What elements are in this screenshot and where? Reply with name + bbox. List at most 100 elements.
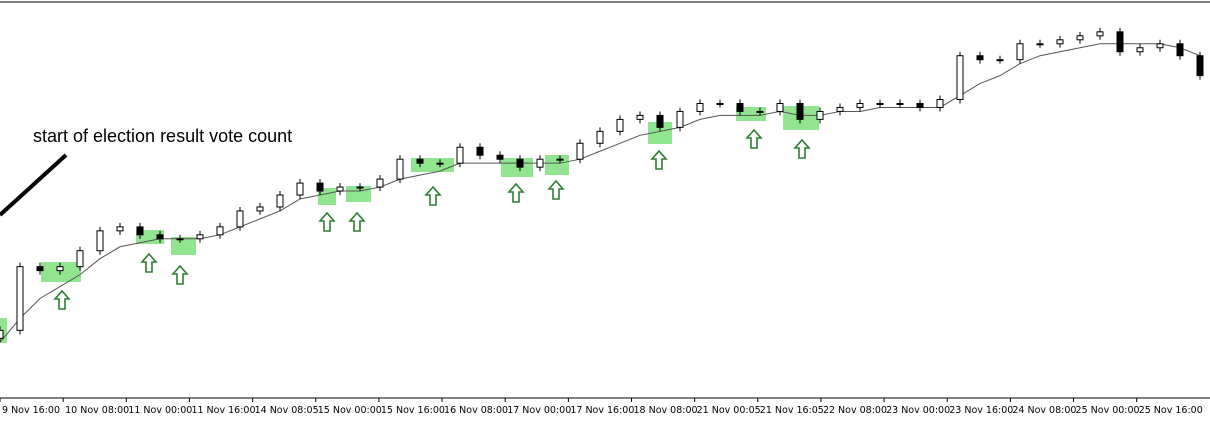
candle-body xyxy=(576,142,584,160)
x-tick-label: 9 Nov 16:00 xyxy=(2,405,60,416)
x-tick-label: 15 Nov 00:00 xyxy=(318,405,382,416)
x-tick-label: 17 Nov 00:00 xyxy=(507,405,571,416)
candle-body xyxy=(1056,39,1064,45)
x-tick-label: 25 Nov 16:00 xyxy=(1139,405,1203,416)
annotation-line xyxy=(0,153,68,217)
candle-body xyxy=(516,158,524,168)
arrow xyxy=(172,265,188,285)
x-tick-label: 15 Nov 16:00 xyxy=(381,405,445,416)
annotation: start of election result vote count xyxy=(33,126,292,146)
candle-body xyxy=(1176,43,1184,57)
candle-body xyxy=(896,102,904,105)
candle-body xyxy=(456,146,464,164)
candle-body xyxy=(1116,31,1124,53)
x-tick-label: 16 Nov 08:00 xyxy=(444,405,508,416)
candle-body xyxy=(1196,55,1204,77)
highlight xyxy=(545,155,569,175)
arrows xyxy=(54,129,810,310)
candle-body xyxy=(816,110,824,120)
candle-body xyxy=(536,158,544,168)
candle-body xyxy=(776,102,784,112)
candle-body xyxy=(616,118,624,132)
candle-body xyxy=(836,106,844,112)
x-tick-label: 21 Nov 00:05 xyxy=(697,405,761,416)
candle-body xyxy=(676,110,684,128)
candle-body xyxy=(36,266,44,272)
x-tick-label: 25 Nov 00:00 xyxy=(1076,405,1140,416)
arrow xyxy=(508,183,524,203)
candle-body xyxy=(396,158,404,180)
candle-body xyxy=(236,210,244,228)
x-tick-label: 22 Nov 08:00 xyxy=(823,405,887,416)
candle-body xyxy=(276,194,284,208)
candle-body xyxy=(416,158,424,164)
candle-body xyxy=(916,102,924,108)
x-tick-label: 21 Nov 16:05 xyxy=(760,405,824,416)
candle-body xyxy=(796,102,804,120)
candle-body xyxy=(976,55,984,61)
candle-body xyxy=(156,234,164,240)
candle-body xyxy=(1036,43,1044,46)
candle-body xyxy=(136,226,144,236)
x-tick-label: 17 Nov 16:00 xyxy=(570,405,634,416)
candle-body xyxy=(296,182,304,196)
arrow xyxy=(141,253,157,273)
candle-body xyxy=(1136,47,1144,53)
x-tick-label: 10 Nov 08:00 xyxy=(65,405,129,416)
candle-body xyxy=(1156,43,1164,49)
arrow xyxy=(651,150,667,170)
candle-body xyxy=(216,226,224,236)
candle-body xyxy=(56,266,64,272)
arrow xyxy=(319,212,335,232)
x-tick-label: 18 Nov 08:00 xyxy=(634,405,698,416)
candle-body xyxy=(656,114,664,128)
candle-body xyxy=(356,186,364,189)
arrow xyxy=(746,129,762,149)
candle-body xyxy=(496,154,504,160)
moving-average xyxy=(0,43,1201,343)
arrow xyxy=(425,186,441,206)
candle-body xyxy=(1076,35,1084,41)
candle-body xyxy=(1016,43,1024,61)
arrow xyxy=(794,139,810,159)
candle-body xyxy=(256,206,264,212)
candle-body xyxy=(336,186,344,192)
candle-body xyxy=(936,99,944,108)
candle-body xyxy=(476,146,484,156)
candle-body xyxy=(0,329,4,339)
candle-body xyxy=(76,250,84,268)
candle-body xyxy=(436,162,444,165)
candle-body xyxy=(856,102,864,108)
candle-body xyxy=(696,102,704,112)
arrow xyxy=(54,290,70,310)
candle-body xyxy=(1096,31,1104,37)
candle-body xyxy=(996,59,1004,62)
arrow xyxy=(349,212,365,232)
candle-body xyxy=(756,110,764,113)
candle-body xyxy=(716,102,724,105)
x-axis-labels: 9 Nov 16:00 10 Nov 08:00 11 Nov 00:00 11 No… xyxy=(0,398,1203,416)
candle-body xyxy=(176,238,184,241)
candle-body xyxy=(16,266,24,331)
candle-body xyxy=(116,226,124,232)
highlight xyxy=(648,122,672,144)
highlight xyxy=(41,262,81,282)
arrow xyxy=(548,180,564,200)
candle-body xyxy=(196,234,204,240)
x-tick-label: 24 Nov 08:00 xyxy=(1012,405,1076,416)
x-tick-label: 23 Nov 16:00 xyxy=(949,405,1013,416)
candle-body xyxy=(96,230,104,252)
x-tick-label: 11 Nov 16:00 xyxy=(191,405,255,416)
x-tick-label: 23 Nov 00:00 xyxy=(886,405,950,416)
highlight xyxy=(171,237,196,255)
candle-body xyxy=(876,102,884,105)
candle-body xyxy=(956,55,964,100)
x-tick-label: 11 Nov 00:00 xyxy=(128,405,192,416)
x-tick-label: 14 Nov 08:05 xyxy=(255,405,319,416)
candle-body xyxy=(376,178,384,188)
candle-body xyxy=(556,158,564,161)
plot xyxy=(0,27,1204,343)
candle-body xyxy=(596,130,604,144)
candle-body xyxy=(316,182,324,192)
